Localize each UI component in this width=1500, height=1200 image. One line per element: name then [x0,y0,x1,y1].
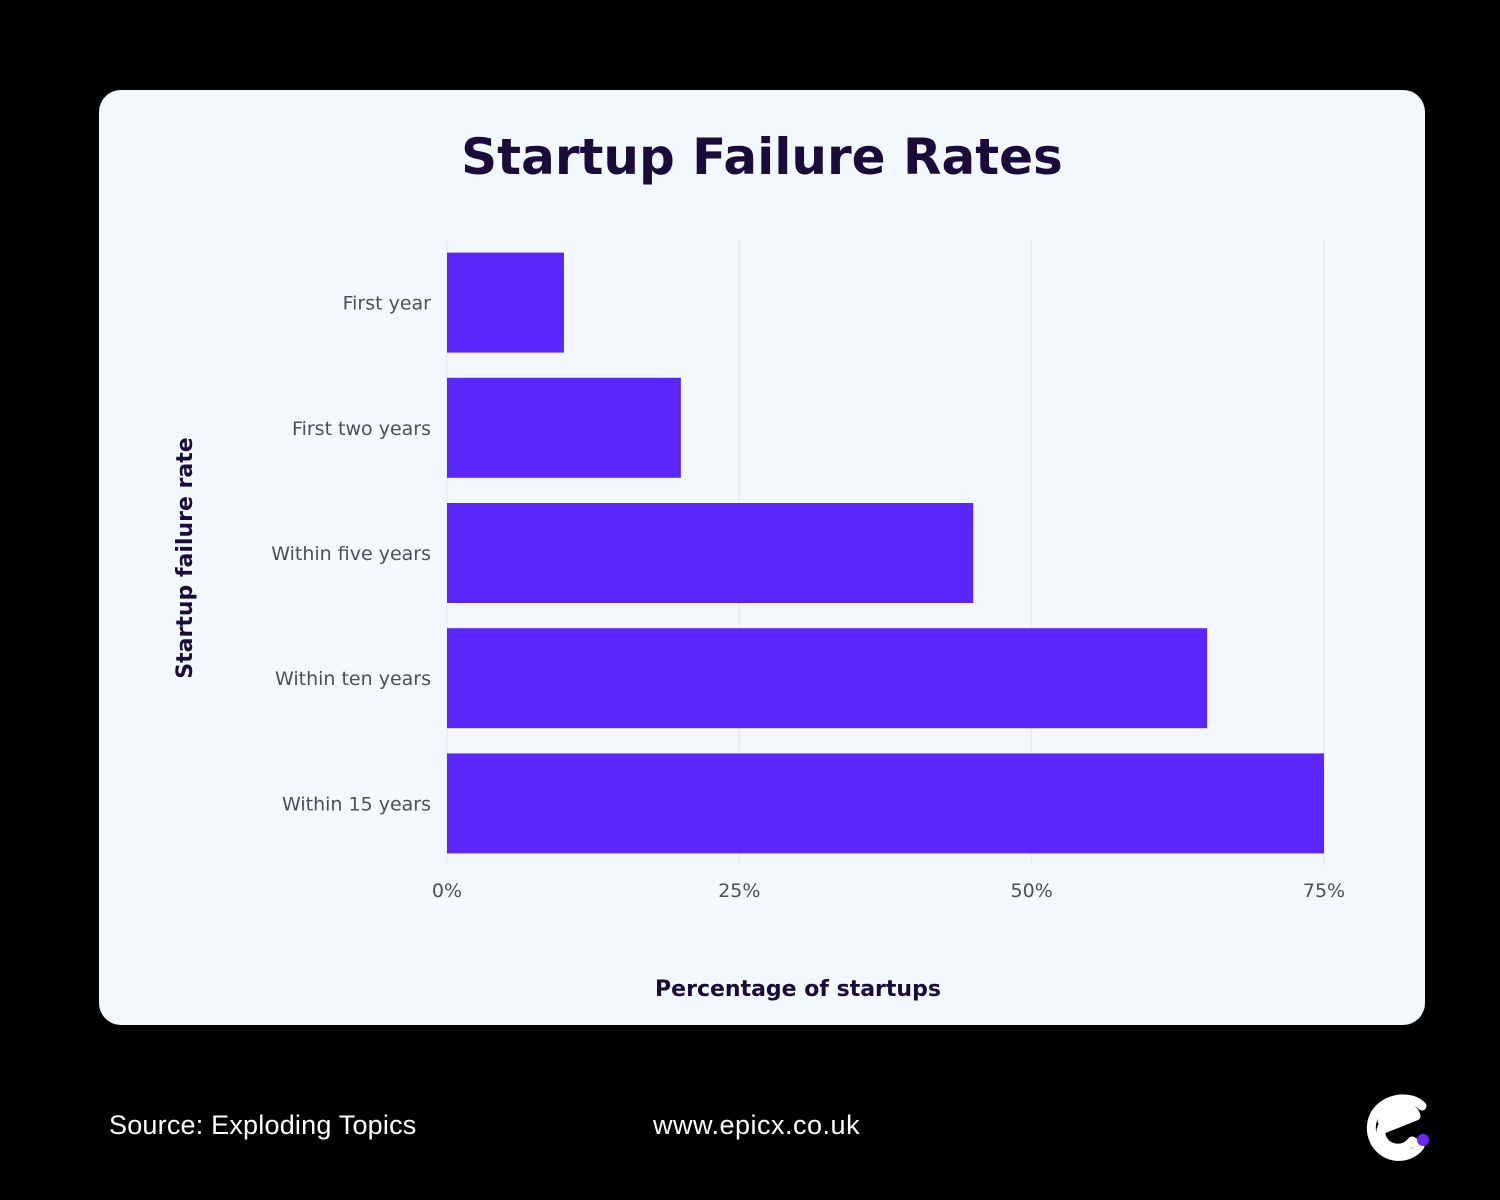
bar-chart: Startup Failure Rates First year First tw… [173,128,1345,1002]
x-tick-label-3: 75% [1303,880,1345,902]
category-label-4: Within 15 years [282,793,431,815]
website-link[interactable]: www.epicx.co.uk [653,1110,861,1140]
category-label-0: First year [343,293,432,315]
bar-1 [447,377,681,478]
bar-4 [447,753,1324,854]
bar-2 [447,503,974,603]
bar-3 [447,628,1208,729]
x-tick-labels: 0% 25% 50% 75% [432,880,1345,902]
bar-0 [447,252,564,353]
y-axis-label: Startup failure rate [173,437,198,678]
x-tick-label-1: 25% [718,880,760,902]
x-tick-label-2: 50% [1011,880,1053,902]
category-label-1: First two years [292,418,431,440]
category-label-3: Within ten years [275,668,431,690]
epicx-logo-icon [1366,1094,1429,1161]
chart-card: Startup Failure Rates First year First tw… [99,90,1425,1025]
category-label-2: Within five years [271,543,431,565]
category-labels: First year First two years Within five yea… [271,293,431,816]
x-axis-label: Percentage of startups [655,977,941,1002]
source-credit: Source: Exploding Topics [109,1110,417,1140]
x-tick-label-0: 0% [432,880,462,902]
bars [447,252,1324,854]
chart-title: Startup Failure Rates [461,128,1063,186]
